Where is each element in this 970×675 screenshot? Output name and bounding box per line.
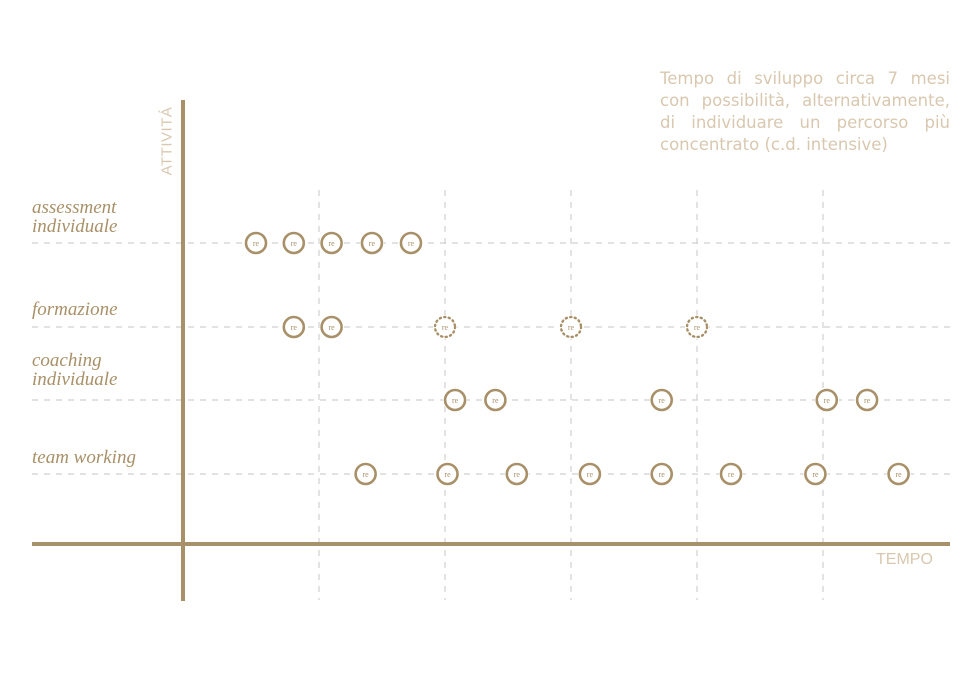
session-marker: re (719, 462, 744, 486)
row-label-line: formazione (32, 299, 118, 320)
marker-label: re (659, 470, 666, 479)
note-line: con possibilità, alternativamente, (660, 91, 950, 110)
session-marker: re (435, 462, 460, 486)
timeline-note: Tempo di sviluppo circa 7 mesi con possi… (660, 68, 950, 156)
axes (32, 100, 950, 601)
y-axis-label-text: ATTIVITÁ (158, 106, 176, 176)
marker-label: re (728, 470, 735, 479)
session-marker: re (803, 462, 828, 486)
session-marker: re (359, 231, 384, 255)
note-line: di individuare un percorso più (660, 113, 950, 132)
marker-label: re (452, 396, 459, 405)
row-label-line: coaching (32, 350, 102, 371)
session-marker: re (281, 315, 306, 339)
marker-ring (320, 231, 343, 255)
marker-label: re (369, 239, 376, 248)
marker-label: re (291, 239, 298, 248)
marker-ring (650, 388, 674, 412)
session-marker: re (319, 231, 344, 255)
marker-label: re (514, 470, 521, 479)
marker-ring (719, 462, 743, 486)
optional-session-marker: re (685, 315, 709, 339)
marker-ring (282, 315, 306, 339)
marker-ring (650, 462, 674, 486)
note-line: concentrato (c.d. intensive) (660, 135, 888, 154)
marker-label: re (444, 470, 451, 479)
marker-label: re (492, 396, 499, 405)
session-marker: re (244, 231, 268, 255)
marker-ring (354, 462, 377, 486)
row-label-assessment: assessment individuale (32, 198, 117, 236)
marker-ring (887, 462, 910, 486)
marker-label: re (864, 396, 871, 405)
row-label-line: team working (32, 447, 136, 468)
marker-ring (282, 231, 306, 255)
y-axis-label: ATTIVITÁ (157, 100, 177, 182)
marker-ring (815, 388, 839, 412)
x-axis-label: TEMPO (876, 551, 933, 568)
row-label-line: individuale (32, 369, 118, 390)
marker-label: re (812, 470, 819, 479)
row-label-line: individuale (32, 216, 118, 237)
session-marker: re (398, 231, 423, 255)
session-marker: re (577, 462, 602, 486)
marker-label: re (587, 470, 594, 479)
marker-label: re (442, 323, 449, 332)
marker-ring (399, 231, 423, 255)
marker-label: re (824, 396, 831, 405)
marker-ring (505, 462, 529, 486)
marker-ring (559, 315, 583, 339)
row-label-formazione: formazione (32, 300, 118, 319)
session-marker: re (319, 315, 344, 339)
marker-label: re (694, 323, 701, 332)
marker-label: re (291, 323, 298, 332)
optional-session-marker: re (559, 315, 583, 339)
session-marker: re (483, 388, 508, 412)
marker-label: re (895, 470, 902, 479)
row-label-coaching: coaching individuale (32, 351, 117, 389)
marker-ring (578, 462, 602, 486)
session-markers: re re re re re re re re re re re re re re re re re re re re… (244, 231, 911, 486)
marker-ring (360, 231, 384, 255)
row-label-line: assessment (32, 197, 117, 218)
marker-label: re (328, 323, 335, 332)
marker-ring (433, 315, 457, 339)
marker-label: re (659, 396, 666, 405)
marker-ring (244, 231, 268, 255)
row-label-team-working: team working (32, 448, 136, 467)
session-marker: re (855, 388, 880, 412)
marker-label: re (328, 239, 335, 248)
marker-label: re (363, 470, 370, 479)
session-marker: re (814, 388, 839, 412)
marker-label: re (253, 239, 260, 248)
session-marker: re (353, 462, 378, 486)
marker-ring (855, 388, 879, 412)
session-marker: re (649, 388, 674, 412)
session-marker: re (649, 462, 674, 486)
note-line: Tempo di sviluppo circa 7 mesi (660, 69, 950, 88)
marker-ring (443, 388, 467, 412)
marker-ring (320, 315, 343, 339)
session-marker: re (504, 462, 529, 486)
marker-ring (436, 462, 459, 486)
session-marker: re (886, 462, 911, 486)
marker-ring (685, 315, 709, 339)
marker-ring (804, 462, 827, 486)
marker-ring (484, 388, 507, 412)
session-marker: re (281, 231, 306, 255)
marker-label: re (568, 323, 575, 332)
optional-session-marker: re (433, 315, 457, 339)
session-marker: re (443, 388, 468, 412)
marker-label: re (408, 239, 415, 248)
